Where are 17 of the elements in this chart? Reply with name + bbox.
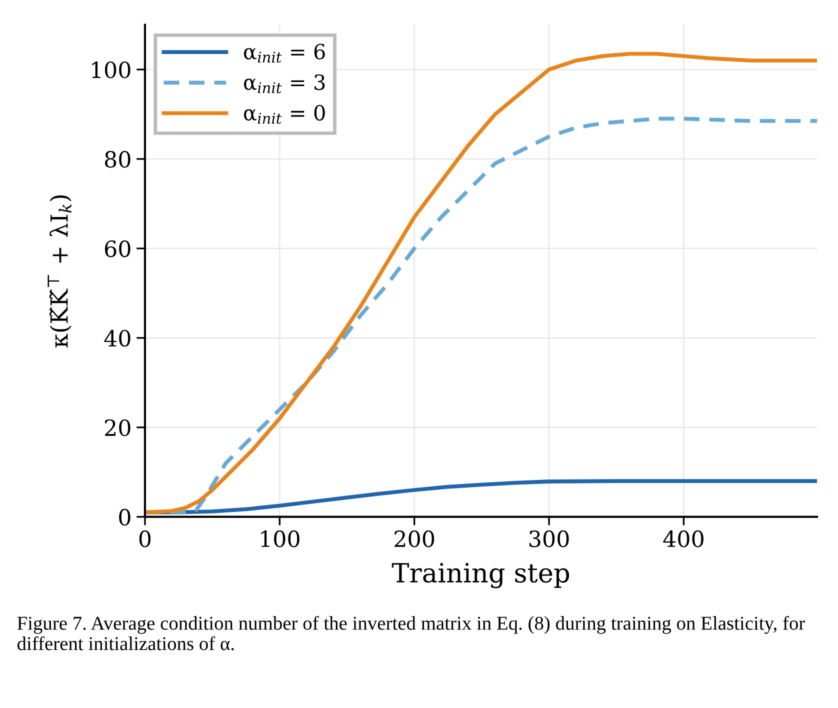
x-tick-label: 300 [530, 530, 569, 548]
x-tick-label: 400 [663, 530, 704, 548]
legend-label: α$_{init}$ = 6 [244, 44, 325, 63]
x-axis-title: Training step [392, 562, 570, 588]
y-tick-label: 40 [104, 330, 130, 347]
y-axis-title: κ(K̃K̃$^{⊤}$ + λI$_{k}$) [48, 195, 72, 348]
legend-label: α$_{init}$ = 3 [244, 74, 325, 94]
x-tick-label: 200 [394, 530, 434, 548]
y-tick-label: 100 [92, 61, 130, 78]
y-tick-label: 80 [104, 150, 130, 168]
y-tick-label: 0 [119, 508, 130, 526]
x-tick-label: 0 [139, 530, 151, 548]
legend-label: α$_{init}$ = 0 [244, 104, 325, 124]
x-tick-label: 100 [261, 530, 300, 548]
y-tick-label: 20 [105, 419, 130, 436]
y-tick-label: 60 [104, 240, 130, 258]
caption: Figure 7. Average condition number of the inverted matrix in Eq. (8) during training on Elasticity, for different initializations of α. [17, 616, 805, 650]
